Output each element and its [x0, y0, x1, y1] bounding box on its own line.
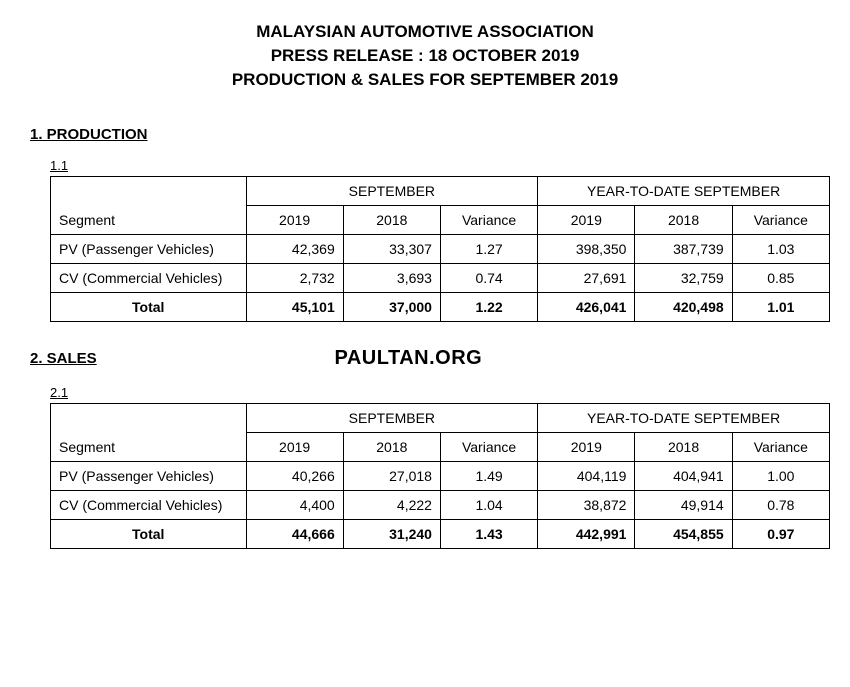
- data-cell: 404,119: [538, 462, 635, 491]
- col-var-sep: Variance: [440, 433, 537, 462]
- data-cell: 0.85: [732, 264, 829, 293]
- data-cell: 426,041: [538, 293, 635, 322]
- data-cell: 1.22: [440, 293, 537, 322]
- data-cell: 44,666: [246, 520, 343, 549]
- data-cell: 3,693: [343, 264, 440, 293]
- data-cell: 37,000: [343, 293, 440, 322]
- table-header-row-1: Segment SEPTEMBER YEAR-TO-DATE SEPTEMBER: [51, 404, 830, 433]
- data-cell: 45,101: [246, 293, 343, 322]
- sales-subsection-number: 2.1: [50, 385, 820, 400]
- col-2019-sep: 2019: [246, 433, 343, 462]
- col-2018-sep: 2018: [343, 433, 440, 462]
- header-line-1: MALAYSIAN AUTOMOTIVE ASSOCIATION: [30, 20, 820, 44]
- data-cell: 4,400: [246, 491, 343, 520]
- data-cell: 33,307: [343, 235, 440, 264]
- watermark-text: PAULTAN.ORG: [97, 347, 820, 370]
- col-2018-ytd: 2018: [635, 433, 732, 462]
- pv-label: PV (Passenger Vehicles): [51, 462, 247, 491]
- data-cell: 442,991: [538, 520, 635, 549]
- data-cell: 420,498: [635, 293, 732, 322]
- col-2019-sep: 2019: [246, 206, 343, 235]
- sales-table: Segment SEPTEMBER YEAR-TO-DATE SEPTEMBER…: [50, 403, 830, 549]
- september-group-header: SEPTEMBER: [246, 404, 538, 433]
- ytd-group-header: YEAR-TO-DATE SEPTEMBER: [538, 177, 830, 206]
- data-cell: 1.03: [732, 235, 829, 264]
- table-header-row-1: Segment SEPTEMBER YEAR-TO-DATE SEPTEMBER: [51, 177, 830, 206]
- data-cell: 1.27: [440, 235, 537, 264]
- data-cell: 32,759: [635, 264, 732, 293]
- table-row: CV (Commercial Vehicles) 4,400 4,222 1.0…: [51, 491, 830, 520]
- data-cell: 1.00: [732, 462, 829, 491]
- data-cell: 42,369: [246, 235, 343, 264]
- production-section-title: 1. PRODUCTION: [30, 126, 820, 143]
- data-cell: 4,222: [343, 491, 440, 520]
- document-header: MALAYSIAN AUTOMOTIVE ASSOCIATION PRESS R…: [30, 20, 820, 91]
- table-total-row: Total 44,666 31,240 1.43 442,991 454,855…: [51, 520, 830, 549]
- data-cell: 27,691: [538, 264, 635, 293]
- data-cell: 1.04: [440, 491, 537, 520]
- total-label: Total: [51, 293, 247, 322]
- table-total-row: Total 45,101 37,000 1.22 426,041 420,498…: [51, 293, 830, 322]
- cv-label: CV (Commercial Vehicles): [51, 264, 247, 293]
- data-cell: 40,266: [246, 462, 343, 491]
- col-2018-sep: 2018: [343, 206, 440, 235]
- table-row: PV (Passenger Vehicles) 40,266 27,018 1.…: [51, 462, 830, 491]
- segment-header: Segment: [51, 177, 247, 235]
- cv-label: CV (Commercial Vehicles): [51, 491, 247, 520]
- ytd-group-header: YEAR-TO-DATE SEPTEMBER: [538, 404, 830, 433]
- data-cell: 404,941: [635, 462, 732, 491]
- production-subsection-number: 1.1: [50, 158, 820, 173]
- table-row: CV (Commercial Vehicles) 2,732 3,693 0.7…: [51, 264, 830, 293]
- col-2019-ytd: 2019: [538, 433, 635, 462]
- segment-header: Segment: [51, 404, 247, 462]
- september-group-header: SEPTEMBER: [246, 177, 538, 206]
- total-label: Total: [51, 520, 247, 549]
- sales-section-row: 2. SALES PAULTAN.ORG: [30, 347, 820, 370]
- data-cell: 38,872: [538, 491, 635, 520]
- data-cell: 454,855: [635, 520, 732, 549]
- data-cell: 27,018: [343, 462, 440, 491]
- col-2018-ytd: 2018: [635, 206, 732, 235]
- header-line-3: PRODUCTION & SALES FOR SEPTEMBER 2019: [30, 68, 820, 92]
- col-var-ytd: Variance: [732, 206, 829, 235]
- col-var-sep: Variance: [440, 206, 537, 235]
- data-cell: 2,732: [246, 264, 343, 293]
- pv-label: PV (Passenger Vehicles): [51, 235, 247, 264]
- data-cell: 1.49: [440, 462, 537, 491]
- data-cell: 1.43: [440, 520, 537, 549]
- table-row: PV (Passenger Vehicles) 42,369 33,307 1.…: [51, 235, 830, 264]
- data-cell: 0.78: [732, 491, 829, 520]
- header-line-2: PRESS RELEASE : 18 OCTOBER 2019: [30, 44, 820, 68]
- data-cell: 49,914: [635, 491, 732, 520]
- data-cell: 1.01: [732, 293, 829, 322]
- col-2019-ytd: 2019: [538, 206, 635, 235]
- data-cell: 0.97: [732, 520, 829, 549]
- data-cell: 398,350: [538, 235, 635, 264]
- data-cell: 387,739: [635, 235, 732, 264]
- col-var-ytd: Variance: [732, 433, 829, 462]
- data-cell: 31,240: [343, 520, 440, 549]
- data-cell: 0.74: [440, 264, 537, 293]
- sales-section-title: 2. SALES: [30, 350, 97, 367]
- production-table: Segment SEPTEMBER YEAR-TO-DATE SEPTEMBER…: [50, 176, 830, 322]
